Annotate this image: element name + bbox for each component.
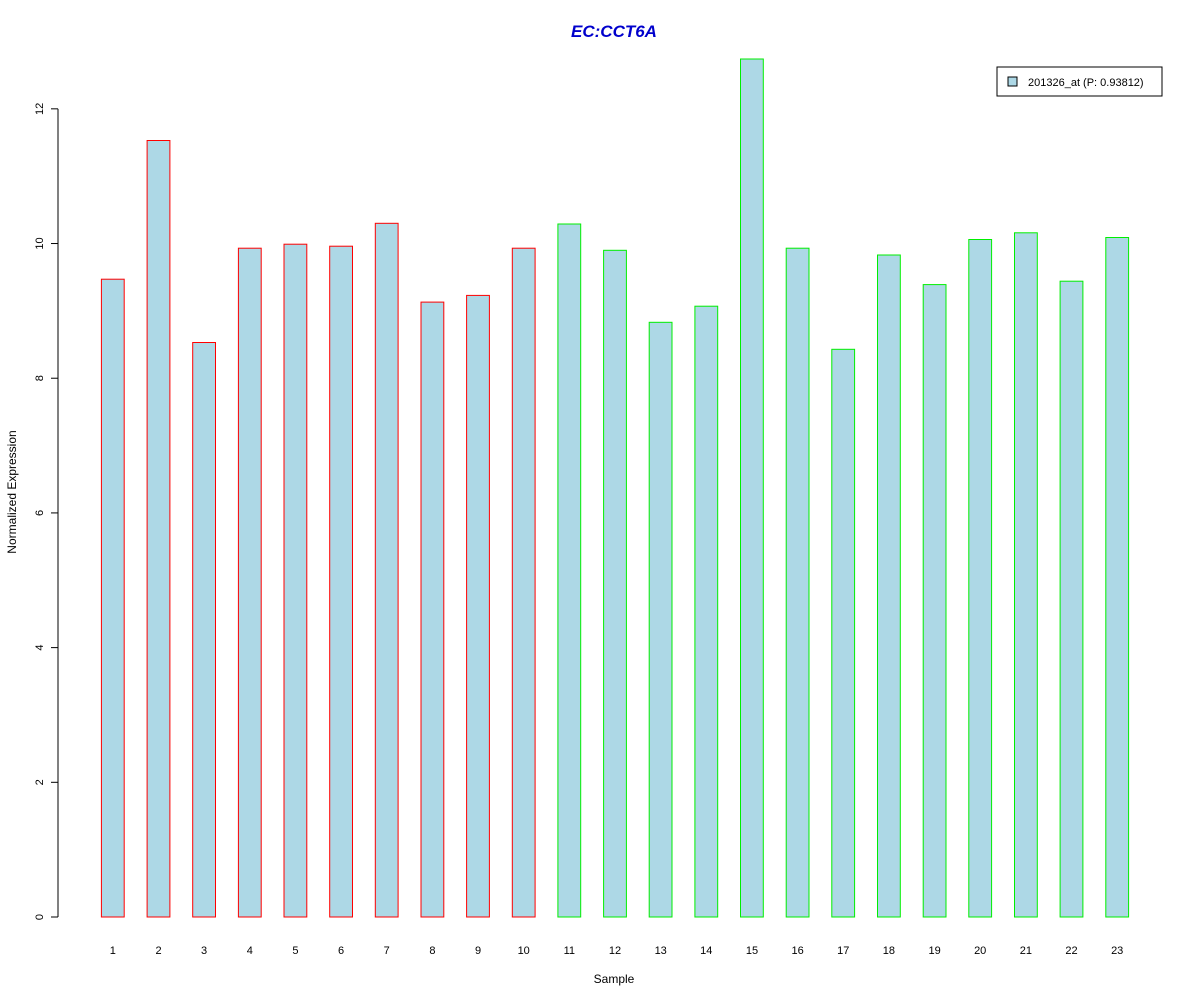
legend-box	[996, 66, 1163, 97]
x-tick-label: 4	[247, 945, 253, 957]
y-tick-label: 0	[34, 914, 46, 920]
x-tick-label: 23	[1111, 945, 1123, 957]
x-tick-label: 1	[110, 945, 116, 957]
x-tick-label: 2	[155, 945, 161, 957]
x-tick-label: 8	[429, 945, 435, 957]
bar-sample-17	[831, 348, 856, 918]
x-tick-label: 13	[655, 945, 667, 957]
y-tick-label: 4	[34, 645, 46, 651]
y-tick-label: 12	[34, 103, 46, 115]
x-tick-label: 19	[928, 945, 940, 957]
x-tick-label: 6	[338, 945, 344, 957]
x-tick-label: 20	[974, 945, 986, 957]
x-axis-label: Sample	[594, 972, 635, 986]
x-tick-label: 18	[883, 945, 895, 957]
x-tick-label: 11	[564, 945, 575, 957]
y-axis: 0 2 4 6 8 10 12	[34, 103, 59, 920]
x-tick-label: 16	[791, 945, 803, 957]
bar-sample-20	[968, 239, 993, 918]
x-tick-label: 9	[475, 945, 481, 957]
y-tick-label: 2	[34, 779, 46, 785]
x-tick-label: 3	[201, 945, 207, 957]
bar-sample-11	[557, 223, 582, 918]
x-tick-label: 22	[1065, 945, 1077, 957]
y-tick-label: 6	[34, 510, 46, 516]
bar-sample-4	[237, 247, 262, 918]
bar-sample-12	[603, 249, 627, 918]
bar-sample-7	[374, 222, 399, 918]
bar-sample-1	[100, 278, 125, 918]
bar-sample-16	[785, 247, 810, 918]
legend: 201326_at (P: 0.93812)	[996, 66, 1163, 97]
bar-sample-15	[740, 58, 764, 918]
bar-sample-3	[192, 342, 216, 918]
x-tick-label: 14	[700, 945, 712, 957]
bars-group	[100, 58, 1130, 918]
x-tick-label: 10	[518, 945, 530, 957]
legend-label: 201326_at (P: 0.93812)	[1028, 77, 1144, 89]
y-tick-label: 10	[34, 237, 46, 249]
bar-sample-21	[1014, 232, 1038, 918]
legend-swatch	[1007, 76, 1018, 87]
x-tick-labels: 1 2 3 4 5 6 7 8 9 10 11 12 13 14 15 16 17 18 19 20 21 22 23	[110, 945, 1124, 957]
bar-sample-19	[922, 284, 947, 918]
bar-sample-10	[511, 247, 536, 918]
y-tick-label: 8	[34, 375, 46, 381]
bar-sample-13	[648, 321, 673, 918]
bar-sample-14	[694, 305, 719, 918]
bar-sample-2	[146, 140, 171, 918]
bar-sample-5	[283, 243, 308, 918]
bar-sample-22	[1059, 280, 1084, 918]
x-tick-label: 12	[609, 945, 621, 957]
x-tick-label: 7	[384, 945, 390, 957]
chart-title: EC:CCT6A	[571, 22, 657, 41]
bar-sample-23	[1105, 237, 1130, 918]
bar-sample-9	[466, 294, 490, 918]
y-axis-label: Normalized Expression	[5, 430, 19, 553]
x-tick-label: 17	[837, 945, 849, 957]
x-tick-label: 21	[1020, 945, 1032, 957]
x-tick-label: 15	[746, 945, 758, 957]
bar-sample-18	[877, 254, 901, 918]
bar-sample-6	[329, 245, 354, 918]
x-tick-label: 5	[292, 945, 298, 957]
bar-sample-8	[420, 301, 445, 918]
